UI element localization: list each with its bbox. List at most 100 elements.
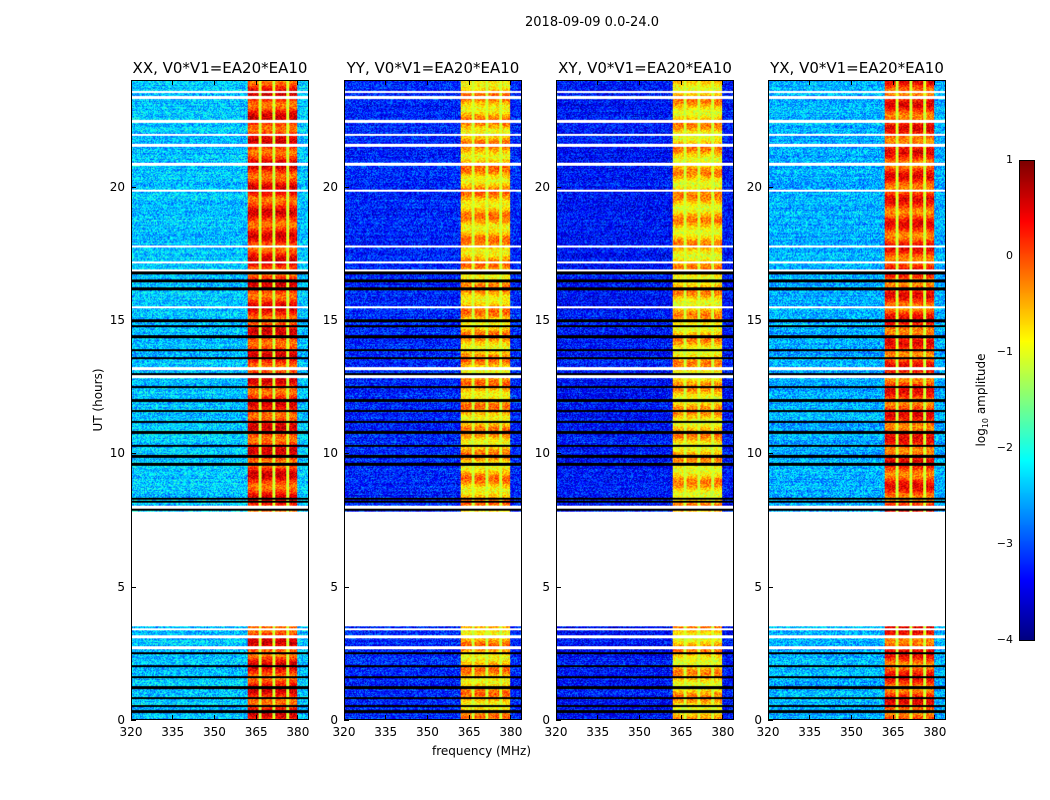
x-tick-mark: [767, 80, 769, 85]
x-tick-mark: [934, 80, 936, 85]
x-tick-label: 365: [244, 725, 268, 739]
x-tick-mark: [809, 80, 811, 85]
y-axis-label: UT (hours): [91, 368, 105, 432]
y-tick-label: 20: [746, 179, 762, 194]
y-tick-label: 5: [330, 579, 338, 594]
x-tick-mark: [638, 80, 640, 85]
x-tick-label: 320: [756, 725, 780, 739]
colorbar-tick-label: −2: [996, 441, 1013, 454]
y-tick-label: 0: [330, 713, 338, 727]
x-tick-mark: [597, 80, 599, 85]
colorbar-tick-label: 0: [1006, 249, 1013, 262]
heatmap-image: [132, 81, 308, 719]
x-tick-label: 350: [415, 725, 439, 739]
y-tick-mark: [131, 186, 136, 188]
y-tick-label: 5: [117, 579, 125, 594]
y-tick-mark: [556, 586, 561, 588]
y-tick-label: 0: [754, 713, 762, 727]
y-tick-mark: [556, 453, 561, 455]
x-tick-label: 380: [286, 725, 310, 739]
x-tick-mark: [468, 715, 470, 720]
x-tick-mark: [555, 715, 557, 720]
y-tick-label: 15: [322, 313, 338, 327]
y-tick-mark: [344, 720, 349, 721]
colorbar-label-sub: 10: [981, 417, 991, 429]
x-tick-mark: [172, 715, 174, 720]
x-tick-mark: [130, 715, 132, 720]
x-tick-label: 320: [544, 725, 568, 739]
x-tick-label: 335: [798, 725, 822, 739]
panel-title: YX, V0*V1=EA20*EA10: [770, 59, 944, 77]
x-tick-label: 350: [627, 725, 651, 739]
y-tick-label: 15: [109, 313, 125, 327]
y-tick-label: 15: [746, 313, 762, 327]
y-tick-label: 15: [534, 313, 550, 327]
y-tick-mark: [556, 720, 561, 721]
x-tick-mark: [297, 715, 299, 720]
x-tick-mark: [809, 715, 811, 720]
x-tick-mark: [892, 715, 894, 720]
y-tick-label: 0: [117, 713, 125, 727]
x-tick-mark: [385, 80, 387, 85]
y-tick-mark: [768, 320, 773, 321]
figure-title: 2018-09-09 0.0-24.0: [525, 15, 659, 30]
x-tick-label: 365: [881, 725, 905, 739]
x-axis-label: frequency (MHz): [432, 744, 532, 758]
x-tick-mark: [130, 80, 132, 85]
y-tick-label: 20: [109, 179, 125, 194]
x-tick-mark: [597, 715, 599, 720]
y-tick-label: 20: [322, 179, 338, 194]
x-tick-mark: [510, 80, 512, 85]
x-tick-mark: [255, 715, 257, 720]
y-tick-mark: [768, 186, 773, 188]
x-tick-mark: [722, 80, 724, 85]
colorbar: [1019, 160, 1035, 641]
y-tick-label: 10: [109, 446, 125, 461]
panel-title: YY, V0*V1=EA20*EA10: [346, 59, 520, 77]
colorbar-tick-label: −3: [996, 537, 1013, 550]
heatmap-panel: [344, 80, 522, 720]
colorbar-label-rest: amplitude: [973, 353, 988, 418]
x-tick-label: 350: [839, 725, 863, 739]
x-tick-mark: [426, 80, 428, 85]
y-tick-mark: [131, 586, 136, 588]
y-tick-mark: [768, 720, 773, 721]
x-tick-label: 320: [332, 725, 356, 739]
y-tick-mark: [344, 186, 349, 188]
y-tick-label: 0: [542, 713, 550, 727]
x-tick-label: 350: [202, 725, 226, 739]
y-tick-label: 10: [322, 446, 338, 461]
y-tick-mark: [344, 453, 349, 455]
y-tick-label: 10: [746, 446, 762, 461]
y-tick-mark: [768, 453, 773, 455]
x-tick-mark: [850, 715, 852, 720]
x-tick-mark: [638, 715, 640, 720]
heatmap-image: [769, 81, 945, 719]
panel-title: XX, V0*V1=EA20*EA10: [132, 59, 308, 77]
x-tick-mark: [468, 80, 470, 85]
y-tick-mark: [344, 320, 349, 321]
heatmap-image: [557, 81, 733, 719]
x-tick-mark: [343, 80, 345, 85]
y-tick-label: 20: [534, 179, 550, 194]
x-tick-mark: [510, 715, 512, 720]
x-tick-mark: [343, 715, 345, 720]
y-tick-mark: [344, 586, 349, 588]
x-tick-mark: [172, 80, 174, 85]
x-tick-mark: [722, 715, 724, 720]
x-tick-label: 380: [499, 725, 523, 739]
y-tick-mark: [768, 586, 773, 588]
colorbar-label: log10 amplitude: [974, 354, 990, 447]
x-tick-mark: [892, 80, 894, 85]
heatmap-panel: [768, 80, 946, 720]
x-tick-mark: [850, 80, 852, 85]
x-tick-label: 320: [119, 725, 143, 739]
y-tick-label: 5: [542, 579, 550, 594]
x-tick-label: 380: [923, 725, 947, 739]
x-tick-mark: [385, 715, 387, 720]
y-tick-label: 10: [534, 446, 550, 461]
heatmap-image: [345, 81, 521, 719]
x-tick-mark: [934, 715, 936, 720]
heatmap-panel: [131, 80, 309, 720]
